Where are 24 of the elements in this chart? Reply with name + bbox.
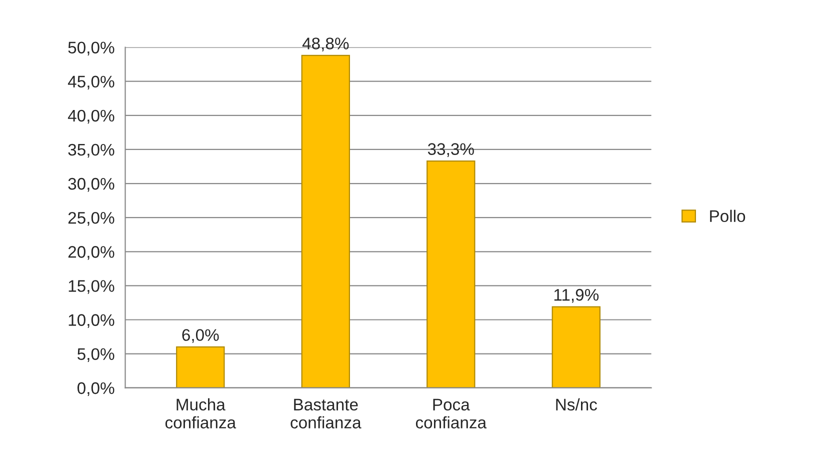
- y-tick-label: 30,0%: [68, 178, 114, 192]
- bar: [176, 346, 225, 388]
- y-tick-label: 40,0%: [68, 110, 114, 124]
- y-tick-label: 45,0%: [68, 76, 114, 90]
- bar: [552, 306, 600, 388]
- x-tick-label: Bastante confianza: [290, 398, 362, 428]
- y-tick-label: 15,0%: [68, 280, 114, 294]
- bar: [301, 54, 350, 388]
- y-tick-label: 10,0%: [68, 314, 114, 328]
- data-label: 11,9%: [554, 288, 599, 303]
- y-tick-label: 35,0%: [68, 144, 114, 158]
- x-tick-label: Poca confianza: [416, 398, 487, 428]
- x-tick-label: Ns/nc: [556, 398, 598, 411]
- data-label: 48,8%: [302, 38, 349, 52]
- y-tick-label: 20,0%: [68, 246, 114, 260]
- y-tick-label: 25,0%: [68, 212, 114, 226]
- y-tick-label: 5,0%: [78, 348, 114, 362]
- y-tick-label: 0,0%: [77, 382, 114, 396]
- data-label: 33,3%: [428, 143, 474, 157]
- x-tick-label: Mucha confianza: [165, 398, 236, 428]
- data-label: 6,0%: [182, 329, 219, 343]
- legend-label: Pollo: [710, 210, 746, 222]
- bar: [426, 160, 476, 388]
- y-tick-label: 50,0%: [68, 42, 114, 56]
